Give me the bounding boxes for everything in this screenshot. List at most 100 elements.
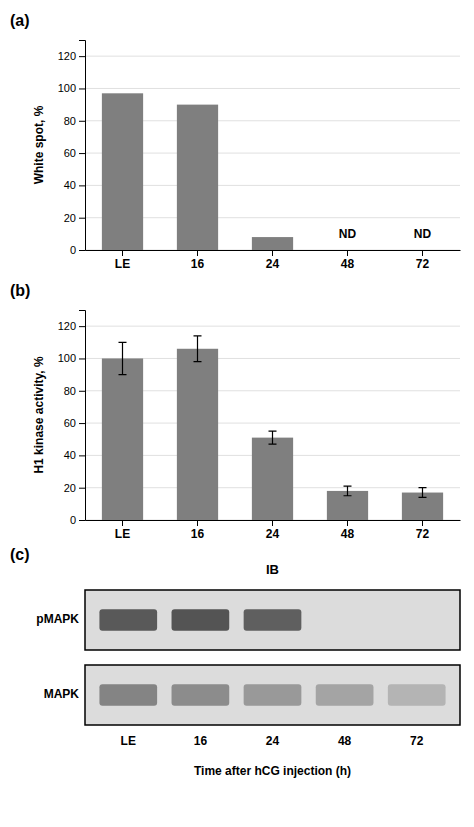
x-tick-label: 48: [341, 527, 355, 541]
bar: [177, 105, 218, 250]
x-tick: 16: [191, 520, 205, 541]
blot-background: [85, 590, 460, 650]
y-tick-label: 40: [64, 179, 76, 191]
error-bar: [344, 486, 352, 496]
y-tick-mark: [79, 391, 85, 392]
y-tick-mark: [79, 326, 85, 327]
x-tick-label: 72: [410, 734, 424, 748]
x-tick-mark: [347, 250, 348, 256]
x-tick: 72: [416, 250, 430, 271]
blot-band: [99, 684, 157, 706]
grid-line: [85, 88, 460, 89]
x-tick: 24: [266, 520, 280, 541]
y-tick: 40: [64, 179, 85, 191]
x-tick-label: 48: [341, 257, 355, 271]
y-tick-label: 60: [64, 417, 76, 429]
bands: [99, 609, 445, 631]
bands: [99, 684, 445, 706]
y-axis-title: H1 kinase activity, %: [32, 356, 46, 474]
panel-title: (b): [10, 282, 30, 299]
grid-line: [85, 56, 460, 57]
blot-band: [244, 609, 302, 631]
y-tick: 100: [58, 82, 85, 94]
x-axis: LE 16 24 48 72: [86, 250, 461, 271]
subtitle: IB: [266, 562, 279, 577]
y-tick-mark: [79, 218, 85, 219]
y-tick-label: 0: [70, 244, 76, 256]
x-tick: 72: [416, 520, 430, 541]
x-tick-label: 72: [416, 257, 430, 271]
panel-title: (c): [10, 546, 30, 563]
y-tick: 100: [58, 352, 85, 364]
y-axis: 020406080100120: [58, 311, 86, 527]
x-tick-label: LE: [115, 257, 130, 271]
x-tick: 24: [266, 250, 280, 271]
y-tick-label: 60: [64, 147, 76, 159]
annotation: ND: [414, 227, 432, 241]
bar: [327, 250, 368, 251]
y-tick: 40: [64, 449, 85, 461]
x-tick-label: LE: [115, 527, 130, 541]
error-bar: [119, 342, 127, 374]
y-tick-mark: [79, 88, 85, 89]
blot-band: [99, 609, 157, 631]
bar: [402, 250, 443, 251]
bar: [252, 237, 293, 250]
y-tick-label: 80: [64, 115, 76, 127]
x-tick-label: 24: [266, 734, 280, 748]
y-tick-mark: [79, 488, 85, 489]
x-tick-label: 16: [194, 734, 208, 748]
row-label: MAPK: [44, 687, 80, 701]
y-tick-label: 100: [58, 82, 76, 94]
x-tick-mark: [197, 520, 198, 526]
y-tick-mark: [79, 56, 85, 57]
bar: [252, 438, 293, 520]
y-axis-title: White spot, %: [32, 105, 46, 184]
y-tick-label: 20: [64, 482, 76, 494]
panel: 0 20 40 60 80 100 120 LE 16 24 48 72 ND ND White spot,…: [10, 12, 461, 271]
y-axis: 0 20 40 60 80 100 120: [58, 41, 86, 257]
x-tick-mark: [272, 250, 273, 256]
x-tick-label: 48: [338, 734, 352, 748]
x-tick: LE: [115, 250, 130, 271]
y-tick-label: 20: [64, 212, 76, 224]
x-tick-label: 16: [191, 257, 205, 271]
bar: [102, 358, 143, 520]
blot-band: [388, 684, 446, 706]
y-tick: 60: [64, 147, 85, 159]
x-tick-mark: [122, 520, 123, 526]
bars: [102, 93, 293, 250]
y-tick: 120: [58, 50, 85, 62]
x-axis-title: Time after hCG injection (h): [194, 764, 351, 778]
annotation: ND: [339, 227, 357, 241]
x-axis: LE 16 24 48 72: [121, 734, 424, 748]
panel: 020406080100120LE16244872H1 kinase activ…: [10, 282, 461, 541]
x-tick-label: 72: [416, 527, 430, 541]
row-label: pMAPK: [36, 612, 79, 626]
blot-band: [316, 684, 374, 706]
error-bar: [419, 488, 427, 498]
x-tick-mark: [422, 250, 423, 256]
x-tick-label: LE: [121, 734, 136, 748]
y-axis-line: [79, 311, 86, 521]
x-tick: 48: [341, 250, 355, 271]
y-tick-label: 120: [58, 320, 76, 332]
y-tick: 120: [58, 320, 85, 332]
y-tick-label: 40: [64, 449, 76, 461]
blot-band: [172, 609, 230, 631]
blot-band: [388, 609, 446, 631]
x-tick-label: 24: [266, 527, 280, 541]
y-tick: 80: [64, 115, 85, 127]
x-tick-mark: [122, 250, 123, 256]
panel: (c) IB pMAPK MAPK LE 16 24 48 72 Time after hCG i…: [10, 546, 460, 778]
error-bar: [194, 336, 202, 362]
y-tick: 0: [70, 514, 85, 526]
y-tick-mark: [79, 185, 85, 186]
bar: [102, 93, 143, 250]
panel-title: (a): [10, 12, 30, 29]
x-tick-label: 16: [191, 527, 205, 541]
x-tick: LE: [115, 520, 130, 541]
blot-band: [244, 684, 302, 706]
y-tick-label: 100: [58, 352, 76, 364]
bar: [177, 349, 218, 520]
